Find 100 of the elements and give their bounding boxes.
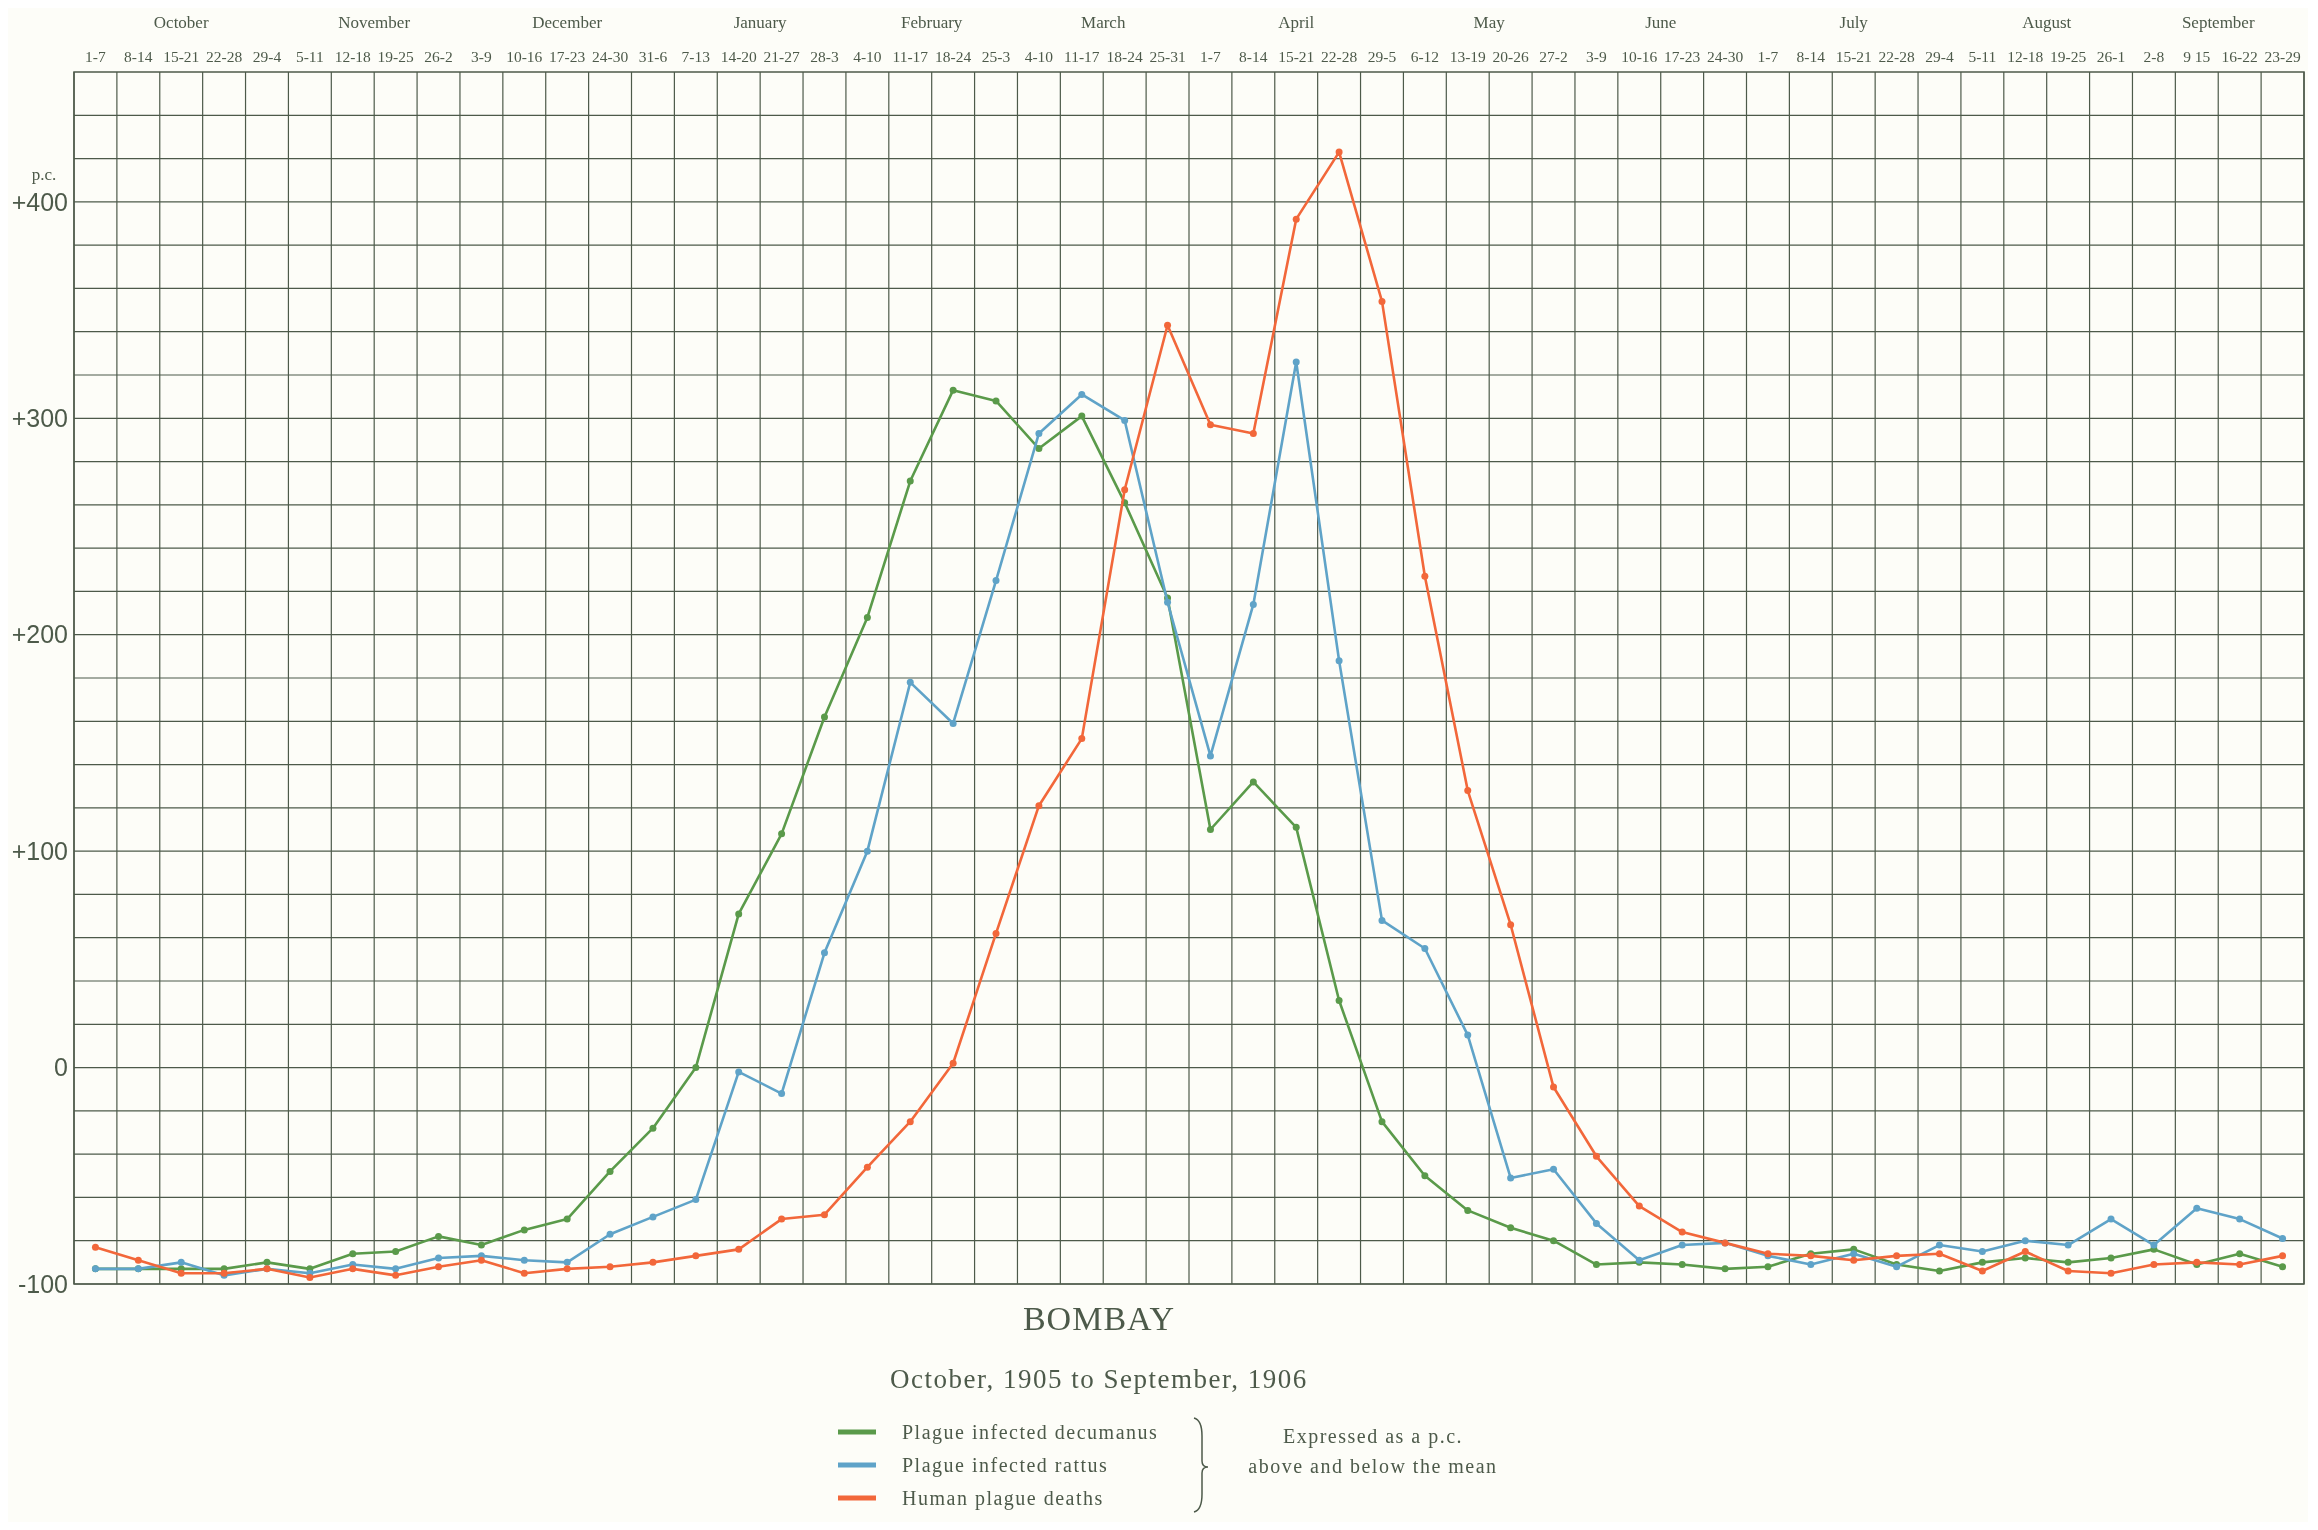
point [1678,1261,1686,1269]
point [1935,1250,1943,1258]
point [1464,1206,1472,1214]
point [392,1265,400,1273]
point [1592,1261,1600,1269]
point [949,719,957,727]
point [349,1250,357,1258]
x-tick-label: 15-21 [163,48,200,65]
point [177,1258,185,1266]
x-tick-label: 8-14 [124,48,153,65]
point [649,1258,657,1266]
x-tick-label: 15-21 [1835,48,1872,65]
point [1464,1031,1472,1039]
point [1335,148,1343,156]
x-tick-label: 3-9 [471,48,492,65]
point [1421,572,1429,580]
point [2064,1267,2072,1275]
point [692,1196,700,1204]
point [306,1274,314,1282]
point [1292,358,1300,366]
y-tick-label: +200 [11,620,68,649]
x-tick-label: 17-23 [1664,48,1701,65]
point [992,929,1000,937]
point [1206,421,1214,429]
point [1035,802,1043,810]
point [2279,1235,2287,1243]
y-tick-label: +400 [11,187,68,216]
point [2021,1254,2029,1262]
point [906,678,914,686]
point [1164,321,1172,329]
point [2279,1263,2287,1271]
x-tick-label: 22-28 [206,48,243,65]
text: November [338,13,411,32]
point [820,949,828,957]
point [735,910,743,918]
point [606,1263,614,1271]
point [1507,1174,1515,1182]
point [1335,996,1343,1004]
point [134,1256,142,1264]
x-tick-label: 26-1 [2096,48,2126,65]
point [1850,1250,1858,1258]
x-tick-label: 14-20 [720,48,758,65]
x-tick-label: 3-9 [1586,48,1607,65]
point [520,1269,528,1277]
point [1035,445,1043,453]
point [949,1059,957,1067]
point [906,477,914,485]
point [1249,429,1257,437]
point [1635,1202,1643,1210]
x-tick-label: 20-26 [1492,48,1529,65]
point [863,847,871,855]
point [392,1248,400,1256]
point [649,1124,657,1132]
text: December [532,13,603,32]
x-tick-label: 6-12 [1410,48,1440,65]
point [1078,390,1086,398]
point [735,1245,743,1253]
point [1206,752,1214,760]
x-tick-label: 12-18 [2007,48,2044,65]
legend-label: Plague infected rattus [902,1454,1109,1477]
point [820,713,828,721]
point [863,1163,871,1171]
point [563,1215,571,1223]
x-tick-label: 21-27 [763,48,800,65]
x-tick-label: 23-29 [2264,48,2301,65]
text: Expressed as a p.c. above and below the mean [1248,1424,1498,1477]
point [1421,1172,1429,1180]
point [1378,1118,1386,1126]
point [2021,1237,2029,1245]
x-tick-label: 22-28 [1878,48,1915,65]
point [1764,1263,1772,1271]
text: October [153,13,209,32]
point [1292,823,1300,831]
point [778,1090,786,1098]
point [1978,1258,1986,1266]
x-tick-label: 13-19 [1449,48,1487,65]
point [863,613,871,621]
point [1592,1219,1600,1227]
point [1464,787,1472,795]
x-tick-label: 27-2 [1539,48,1568,65]
legend-label: Plague infected decumanus [902,1421,1159,1444]
point [1121,416,1129,424]
x-tick-label: 4-10 [853,48,882,65]
point [2107,1269,2115,1277]
point [1078,412,1086,420]
point [2236,1250,2244,1258]
text: August [2022,13,2072,32]
point [778,1215,786,1223]
point [692,1064,700,1072]
x-tick-label: 25-3 [981,48,1011,65]
point [1721,1265,1729,1273]
x-tick-label: 15-21 [1278,48,1315,65]
point [906,1118,914,1126]
point [2064,1241,2072,1249]
x-tick-label: 28-3 [810,48,839,65]
point [992,577,1000,585]
point [1078,735,1086,743]
x-tick-label: 10-16 [1621,48,1658,65]
x-tick-label: 11-17 [1063,48,1100,65]
point [820,1211,828,1219]
